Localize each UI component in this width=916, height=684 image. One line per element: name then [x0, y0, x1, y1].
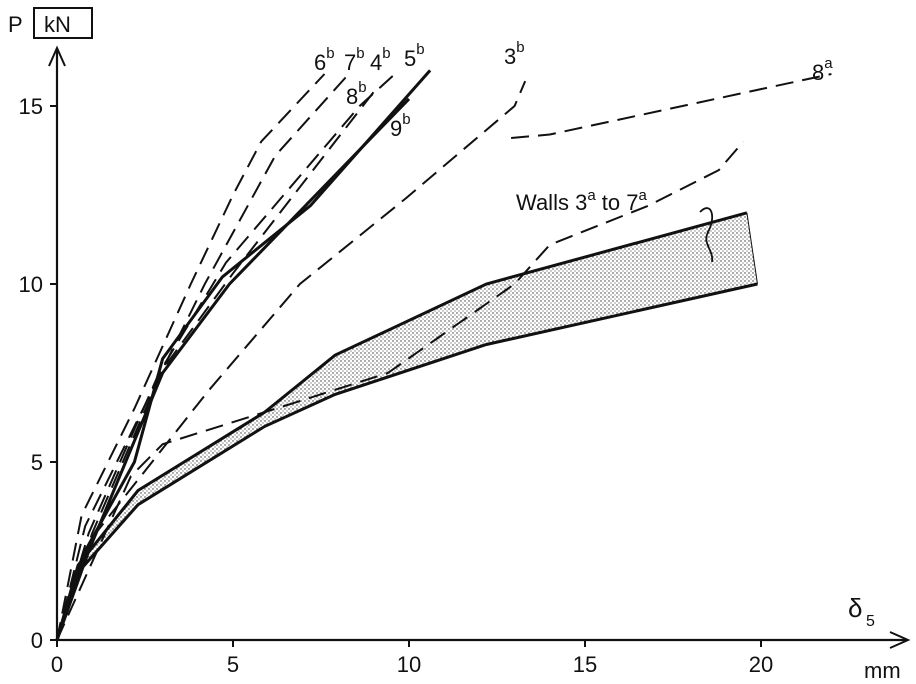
series-label-8b: 8b: [346, 79, 367, 109]
series-label-8a: 8a: [812, 55, 833, 85]
walls-band: [57, 212, 758, 641]
x-axis-label-subscript: 5: [866, 613, 875, 630]
axis-ticks: 0 5 10 15 20 0 5 10 15: [19, 94, 774, 677]
walls-band-leader: [699, 207, 714, 263]
y-tick-label: 0: [31, 628, 43, 653]
series-label-3b: 3b: [504, 39, 525, 69]
series-lines: [55, 69, 832, 641]
series-line-7b: [56, 76, 347, 641]
x-tick-label: 0: [51, 652, 63, 677]
series-label-5b: 5b: [404, 41, 425, 71]
series-line-4b: [56, 73, 396, 641]
series-line-8a-upper: [511, 73, 832, 139]
x-axis-label: δ: [848, 593, 862, 623]
x-axis-unit: mm: [864, 658, 901, 683]
walls-band-label: Walls 3a to 7a: [516, 187, 647, 215]
y-tick-label: 10: [19, 272, 43, 297]
series-line-8b: [56, 91, 375, 641]
x-tick-label: 15: [573, 652, 597, 677]
series-line-8a: [56, 140, 745, 641]
series-label-7b: 7b: [344, 45, 365, 75]
series-label-9b: 9b: [390, 111, 411, 141]
x-axis-arrow-icon: [889, 631, 911, 649]
y-axis-unit: kN: [44, 12, 71, 37]
x-tick-label: 20: [749, 652, 773, 677]
y-axis-arrow-icon: [48, 45, 66, 67]
series-label-4b: 4b: [370, 45, 391, 75]
series-label-6b: 6b: [314, 45, 335, 75]
y-axis-label: P: [8, 12, 23, 37]
y-tick-label: 15: [19, 94, 43, 119]
x-tick-label: 10: [397, 652, 421, 677]
series-line-3b: [56, 80, 527, 641]
y-unit-box: [33, 7, 93, 39]
series-line-6b: [56, 73, 326, 641]
y-tick-label: 5: [31, 450, 43, 475]
x-tick-label: 5: [227, 652, 239, 677]
series-line-5b: [55, 69, 432, 641]
walls-band-edge: [746, 212, 758, 285]
